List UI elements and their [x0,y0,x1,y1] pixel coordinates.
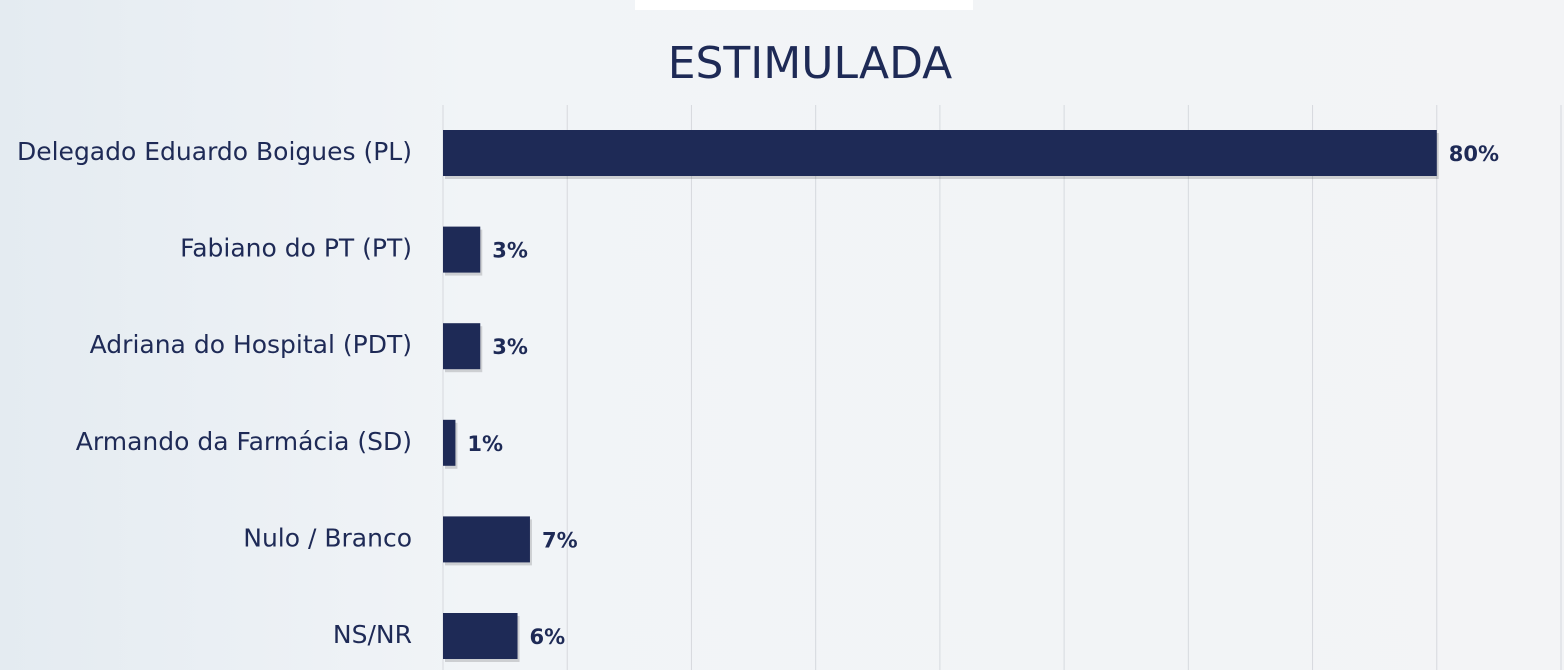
bar [443,613,518,659]
value-label: 6% [530,625,566,649]
category-label: Nulo / Branco [243,523,412,552]
category-label: Delegado Eduardo Boigues (PL) [17,137,412,166]
value-label: 7% [542,528,578,552]
value-label: 3% [492,335,528,359]
category-label: Adriana do Hospital (PDT) [90,330,412,359]
bar [443,419,456,466]
value-label: 3% [492,239,528,263]
value-label: 80% [1449,142,1499,166]
bar [443,226,481,273]
top-tab [635,0,973,10]
bar [443,516,530,563]
category-label: Fabiano do PT (PT) [180,234,412,263]
bar [443,130,1437,176]
category-label: NS/NR [333,620,412,649]
bar [443,323,481,370]
category-label: Armando da Farmácia (SD) [76,427,412,456]
value-label: 1% [467,432,503,456]
chart-title: ESTIMULADA [668,38,953,89]
